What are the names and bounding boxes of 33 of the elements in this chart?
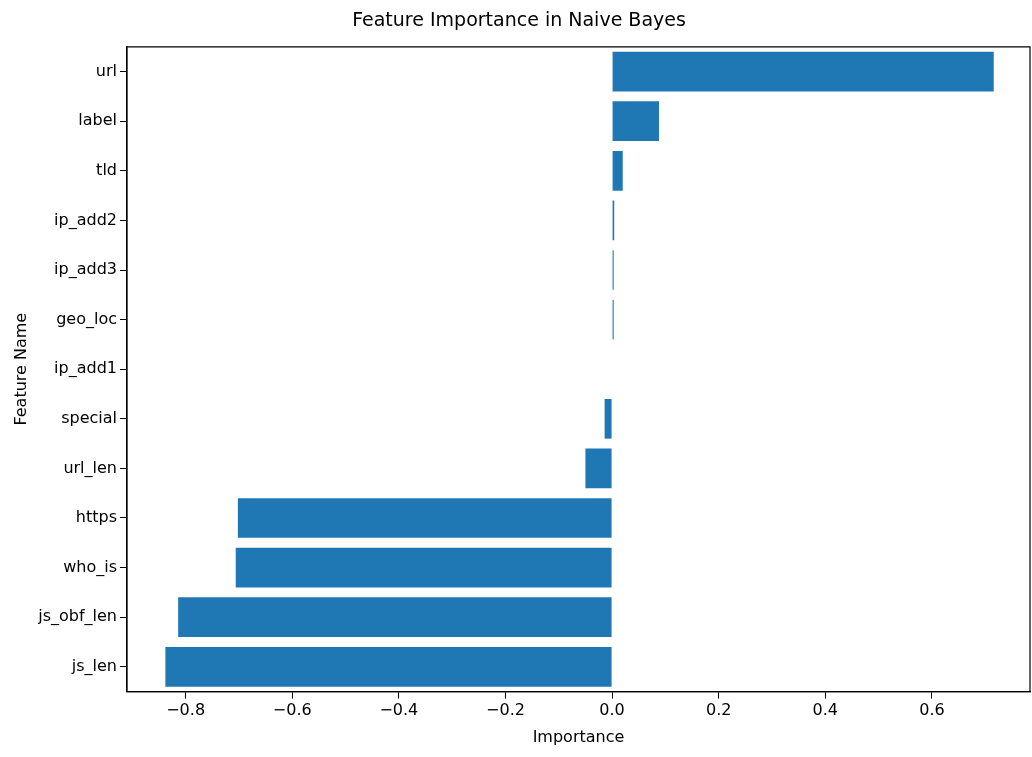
- bar: [178, 597, 612, 638]
- x-tick-label: −0.6: [272, 700, 312, 720]
- y-tick-label: ip_add3: [54, 259, 117, 280]
- bar: [235, 547, 612, 588]
- x-tick-label: −0.2: [486, 700, 525, 720]
- x-tick-label: 0.4: [812, 700, 839, 720]
- x-tick-label: 0.0: [599, 700, 625, 720]
- y-tick-label: ip_add2: [54, 209, 117, 230]
- y-axis-title: Feature Name: [10, 312, 30, 426]
- x-axis-title: Importance: [532, 726, 625, 746]
- x-tick-label: −0.4: [379, 700, 419, 720]
- y-tick-label: js_len: [70, 655, 117, 676]
- chart-title: Feature Importance in Naive Bayes: [352, 8, 686, 31]
- bar: [612, 150, 623, 191]
- bar: [604, 398, 612, 439]
- bar: [585, 448, 612, 489]
- y-tick-label: tld: [96, 159, 117, 179]
- y-tick-label: ip_add1: [54, 358, 117, 379]
- bar: [237, 498, 612, 538]
- y-tick-label: url_len: [63, 457, 117, 478]
- y-tick-label: js_obf_len: [37, 606, 117, 627]
- y-tick-label: special: [61, 407, 117, 427]
- bar: [612, 101, 659, 142]
- y-tick-label: who_is: [63, 556, 117, 577]
- y-tick-label: https: [75, 507, 117, 527]
- x-tick-label: −0.8: [166, 700, 206, 720]
- bar: [165, 646, 612, 687]
- y-tick-label: url: [95, 60, 117, 80]
- y-tick-label: label: [78, 110, 117, 130]
- bar: [612, 51, 994, 92]
- x-tick-label: 0.2: [705, 700, 732, 720]
- y-tick-label: geo_loc: [56, 308, 117, 329]
- x-tick-label: 0.6: [919, 700, 945, 720]
